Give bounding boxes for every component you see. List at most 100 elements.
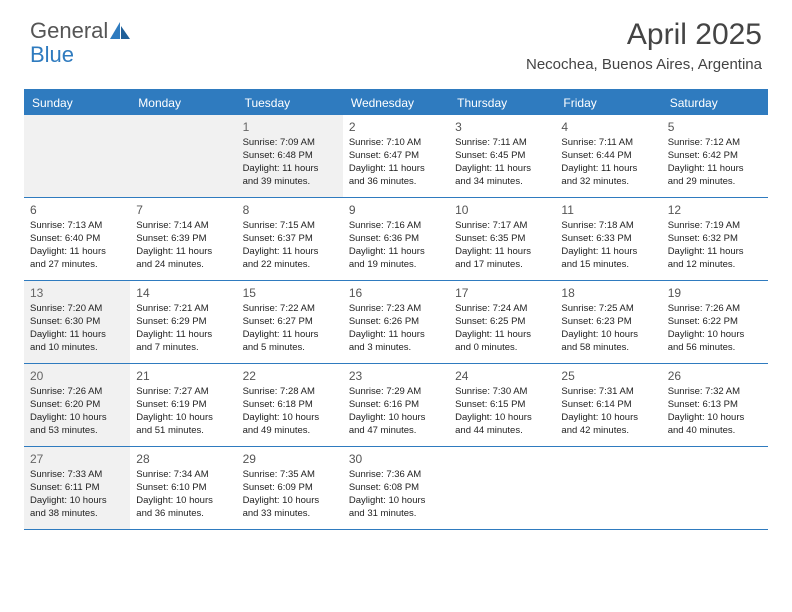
page-title: April 2025 <box>526 18 762 52</box>
day1-text: Daylight: 11 hours <box>349 329 443 342</box>
sunset-text: Sunset: 6:42 PM <box>668 150 762 163</box>
day2-text: and 29 minutes. <box>668 176 762 189</box>
sunset-text: Sunset: 6:44 PM <box>561 150 655 163</box>
day2-text: and 5 minutes. <box>243 342 337 355</box>
day-cell: 27 Sunrise: 7:33 AMSunset: 6:11 PMDayligh… <box>24 447 130 529</box>
day-header-row: Sunday Monday Tuesday Wednesday Thursday… <box>24 91 768 115</box>
day-number: 5 <box>668 119 762 135</box>
sunrise-text: Sunrise: 7:11 AM <box>561 137 655 150</box>
day1-text: Daylight: 11 hours <box>243 163 337 176</box>
day-cell: 6Sunrise: 7:13 AMSunset: 6:40 PMDaylight… <box>24 198 130 280</box>
sunset-text: Sunset: 6:14 PM <box>561 399 655 412</box>
day-cell <box>449 447 555 529</box>
day-cell: 30Sunrise: 7:36 AMSunset: 6:08 PMDayligh… <box>343 447 449 529</box>
sunset-text: Sunset: 6:16 PM <box>349 399 443 412</box>
day2-text: and 36 minutes. <box>136 508 230 521</box>
day-cell: 20 Sunrise: 7:26 AMSunset: 6:20 PMDayligh… <box>24 364 130 446</box>
sunrise-text: Sunrise: 7:11 AM <box>455 137 549 150</box>
day-cell: 4Sunrise: 7:11 AMSunset: 6:44 PMDaylight… <box>555 115 661 197</box>
sunrise-text: Sunrise: 7:13 AM <box>30 220 124 233</box>
day-number: 11 <box>561 202 655 218</box>
day-header-thu: Thursday <box>449 91 555 115</box>
sunrise-text: Sunrise: 7:17 AM <box>455 220 549 233</box>
day2-text: and 17 minutes. <box>455 259 549 272</box>
day2-text: and 10 minutes. <box>30 342 124 355</box>
header: General April 2025 Necochea, Buenos Aire… <box>0 0 792 81</box>
day2-text: and 12 minutes. <box>668 259 762 272</box>
sunrise-text: Sunrise: 7:18 AM <box>561 220 655 233</box>
day1-text: Daylight: 10 hours <box>668 329 762 342</box>
day-header-sun: Sunday <box>24 91 130 115</box>
day2-text: and 40 minutes. <box>668 425 762 438</box>
calendar: Sunday Monday Tuesday Wednesday Thursday… <box>24 89 768 530</box>
day2-text: and 39 minutes. <box>243 176 337 189</box>
week-row: 1Sunrise: 7:09 AMSunset: 6:48 PMDaylight… <box>24 115 768 198</box>
sunrise-text: Sunrise: 7:10 AM <box>349 137 443 150</box>
logo-sail-icon <box>110 22 132 40</box>
day2-text: and 36 minutes. <box>349 176 443 189</box>
day1-text: Daylight: 10 hours <box>136 495 230 508</box>
day-cell: 13Sunrise: 7:20 AMSunset: 6:30 PMDayligh… <box>24 281 130 363</box>
week-row: 6Sunrise: 7:13 AMSunset: 6:40 PMDaylight… <box>24 198 768 281</box>
logo-text-blue: Blue <box>30 42 74 68</box>
day1-text: Daylight: 11 hours <box>243 246 337 259</box>
sunset-text: Sunset: 6:36 PM <box>349 233 443 246</box>
day-cell: 1Sunrise: 7:09 AMSunset: 6:48 PMDaylight… <box>237 115 343 197</box>
sunset-text: Sunset: 6:20 PM <box>30 399 124 412</box>
sunset-text: Sunset: 6:15 PM <box>455 399 549 412</box>
sunrise-text: Sunrise: 7:26 AM <box>30 386 124 399</box>
title-block: April 2025 Necochea, Buenos Aires, Argen… <box>526 18 762 73</box>
day1-text: Daylight: 10 hours <box>30 412 124 425</box>
logo: General <box>30 18 132 44</box>
day-number: 14 <box>136 285 230 301</box>
day-cell: 26Sunrise: 7:32 AMSunset: 6:13 PMDayligh… <box>662 364 768 446</box>
day-cell: 5Sunrise: 7:12 AMSunset: 6:42 PMDaylight… <box>662 115 768 197</box>
day2-text: and 15 minutes. <box>561 259 655 272</box>
day-number: 19 <box>668 285 762 301</box>
day2-text: and 27 minutes. <box>30 259 124 272</box>
day1-text: Daylight: 11 hours <box>349 246 443 259</box>
sunrise-text: Sunrise: 7:31 AM <box>561 386 655 399</box>
sunrise-text: Sunrise: 7:35 AM <box>243 469 337 482</box>
day-number: 13 <box>30 285 124 301</box>
day-number: 23 <box>349 368 443 384</box>
day-cell <box>24 115 130 197</box>
sunrise-text: Sunrise: 7:14 AM <box>136 220 230 233</box>
sunset-text: Sunset: 6:19 PM <box>136 399 230 412</box>
day-header-fri: Friday <box>555 91 661 115</box>
day2-text: and 0 minutes. <box>455 342 549 355</box>
sunrise-text: Sunrise: 7:33 AM <box>30 469 124 482</box>
day1-text: Daylight: 10 hours <box>30 495 124 508</box>
sunset-text: Sunset: 6:30 PM <box>30 316 124 329</box>
day-number: 27 <box>30 451 124 467</box>
day-number: 20 <box>30 368 124 384</box>
day1-text: Daylight: 11 hours <box>668 163 762 176</box>
day-cell: 29Sunrise: 7:35 AMSunset: 6:09 PMDayligh… <box>237 447 343 529</box>
day-number: 2 <box>349 119 443 135</box>
day-cell: 11Sunrise: 7:18 AMSunset: 6:33 PMDayligh… <box>555 198 661 280</box>
day-number: 18 <box>561 285 655 301</box>
sunrise-text: Sunrise: 7:36 AM <box>349 469 443 482</box>
day1-text: Daylight: 10 hours <box>455 412 549 425</box>
sunrise-text: Sunrise: 7:23 AM <box>349 303 443 316</box>
day2-text: and 47 minutes. <box>349 425 443 438</box>
day-cell: 15Sunrise: 7:22 AMSunset: 6:27 PMDayligh… <box>237 281 343 363</box>
day-number: 16 <box>349 285 443 301</box>
day2-text: and 44 minutes. <box>455 425 549 438</box>
sunrise-text: Sunrise: 7:20 AM <box>30 303 124 316</box>
day-cell: 12Sunrise: 7:19 AMSunset: 6:32 PMDayligh… <box>662 198 768 280</box>
sunset-text: Sunset: 6:48 PM <box>243 150 337 163</box>
day2-text: and 7 minutes. <box>136 342 230 355</box>
day-number: 17 <box>455 285 549 301</box>
day-header-sat: Saturday <box>662 91 768 115</box>
sunrise-text: Sunrise: 7:25 AM <box>561 303 655 316</box>
sunset-text: Sunset: 6:11 PM <box>30 482 124 495</box>
day1-text: Daylight: 10 hours <box>136 412 230 425</box>
sunrise-text: Sunrise: 7:27 AM <box>136 386 230 399</box>
day-number: 26 <box>668 368 762 384</box>
day2-text: and 31 minutes. <box>349 508 443 521</box>
day2-text: and 19 minutes. <box>349 259 443 272</box>
sunrise-text: Sunrise: 7:09 AM <box>243 137 337 150</box>
sunset-text: Sunset: 6:32 PM <box>668 233 762 246</box>
day-cell: 28Sunrise: 7:34 AMSunset: 6:10 PMDayligh… <box>130 447 236 529</box>
